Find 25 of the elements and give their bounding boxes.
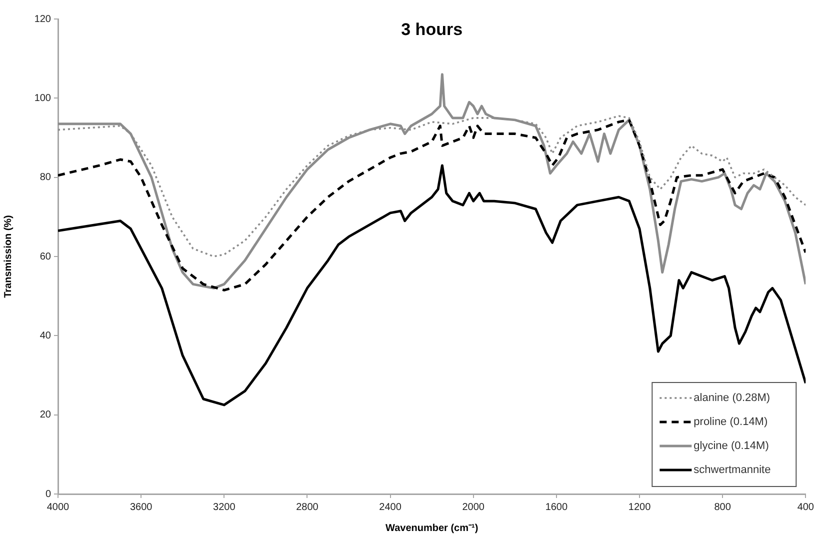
legend-label: glycine (0.14M) — [694, 440, 769, 452]
x-tick-label: 1200 — [628, 502, 652, 513]
x-tick-label: 4000 — [46, 502, 70, 513]
x-tick-label: 2400 — [379, 502, 402, 513]
chart-title: 3 hours — [401, 20, 463, 40]
line-series — [58, 118, 806, 292]
x-axis-title: Wavenumber (cm⁻¹) — [386, 522, 478, 534]
x-tick-label: 800 — [714, 502, 732, 513]
legend-label: alanine (0.28M) — [694, 392, 770, 404]
y-tick-label: 120 — [34, 14, 52, 25]
x-tick-label: 3600 — [130, 502, 153, 513]
y-tick-label: 100 — [34, 92, 52, 104]
x-tick-label: 2000 — [462, 502, 485, 513]
y-axis-title: Transmission (%) — [2, 215, 14, 298]
x-tick-label: 400 — [797, 502, 814, 513]
y-tick-label: 80 — [40, 172, 52, 184]
legend-label: schwertmannite — [694, 464, 771, 476]
x-tick-label: 2800 — [296, 502, 319, 513]
y-tick-label: 60 — [40, 251, 52, 262]
x-tick-label: 1600 — [545, 502, 568, 513]
x-tick-label: 3200 — [213, 502, 236, 513]
y-tick-label: 20 — [40, 410, 52, 421]
legend-label: proline (0.14M) — [694, 416, 768, 428]
y-tick-label: 40 — [40, 330, 52, 342]
y-tick-label: 0 — [45, 488, 52, 500]
